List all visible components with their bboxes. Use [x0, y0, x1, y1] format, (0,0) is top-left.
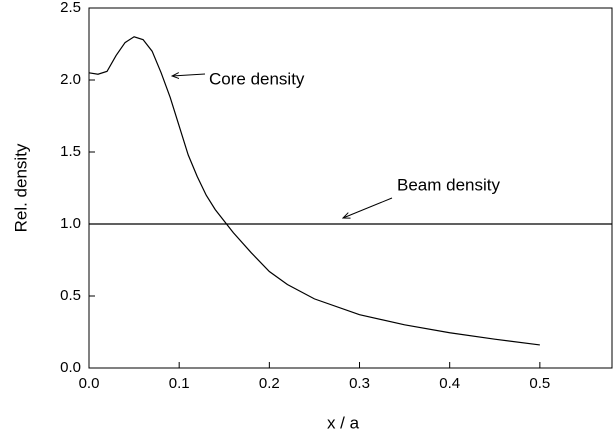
- x-tick-label: 0.5: [529, 375, 550, 392]
- x-tick-label: 0.0: [79, 375, 100, 392]
- y-tick-label: 0.5: [60, 287, 81, 304]
- x-tick-label: 0.4: [439, 375, 460, 392]
- annotation-arrow: [172, 74, 206, 76]
- x-tick-label: 0.1: [169, 375, 190, 392]
- y-tick-label: 1.0: [60, 215, 81, 232]
- plot-frame: [88, 7, 613, 369]
- y-tick-label: 0.0: [60, 359, 81, 376]
- annotation: Beam density: [397, 175, 500, 194]
- y-tick-label: 2.0: [60, 71, 81, 88]
- annotation-arrow: [343, 197, 393, 218]
- y-axis-label: Rel. density: [11, 143, 30, 232]
- y-tick-label: 1.5: [60, 143, 81, 160]
- x-tick-label: 0.2: [259, 375, 280, 392]
- x-tick-label: 0.3: [349, 375, 370, 392]
- data-line: [88, 36, 540, 346]
- annotation: Core density: [209, 69, 305, 88]
- x-axis-label: x / a: [327, 413, 360, 432]
- y-tick-label: 2.5: [60, 0, 81, 16]
